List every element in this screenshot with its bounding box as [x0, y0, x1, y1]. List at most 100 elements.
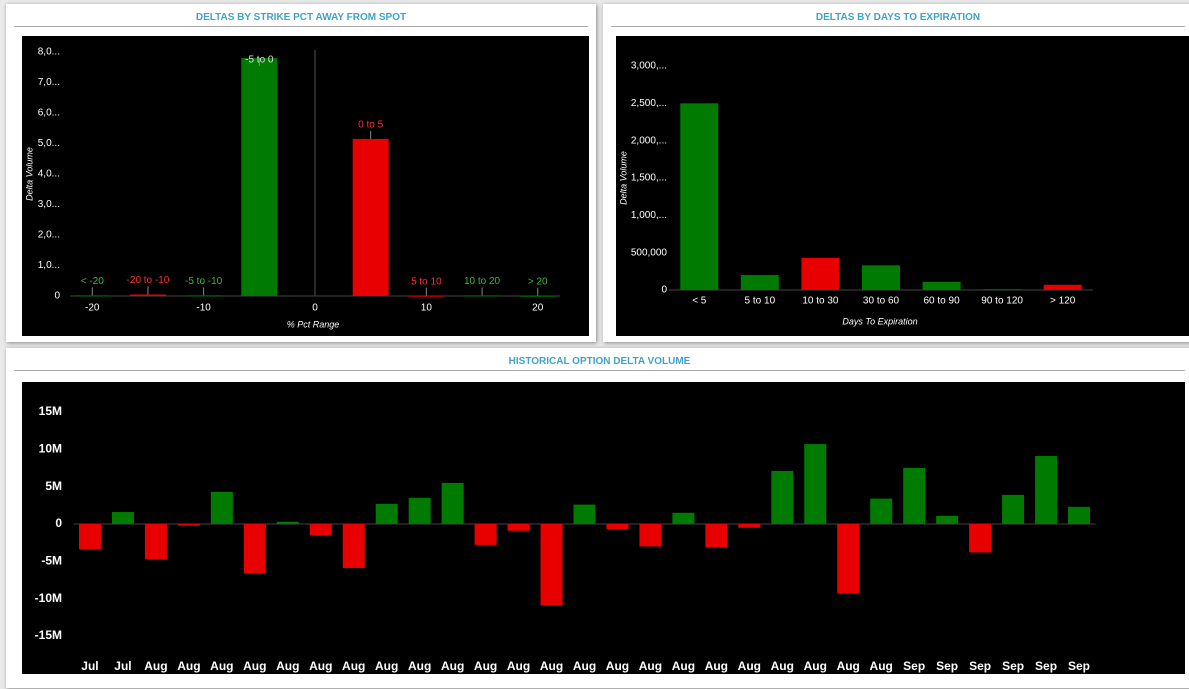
- bar: [771, 470, 794, 524]
- x-tick-label: 10 to 30: [802, 296, 839, 307]
- x-tick-label: 10: [421, 303, 433, 314]
- x-tick-label: Aug 21: [605, 659, 630, 688]
- bar-label: -20 to -10: [127, 275, 170, 286]
- panel-title: DELTAS BY DAYS TO EXPIRATION: [815, 12, 981, 23]
- x-tick-label: Aug 16: [506, 659, 531, 688]
- x-tick-label: 0: [312, 303, 318, 314]
- y-tick-label: 1,500,...: [631, 173, 667, 184]
- bar-label: 5 to 10: [411, 276, 442, 287]
- bar: [738, 524, 761, 528]
- x-tick-label: Sep 05: [936, 659, 959, 688]
- x-tick-label: Aug 04: [243, 659, 267, 688]
- y-tick-label: 8,0...: [38, 47, 60, 58]
- bar-label: -5 to -10: [185, 276, 223, 287]
- bar: [441, 482, 464, 524]
- bar: [375, 503, 398, 524]
- bar: [111, 512, 134, 524]
- rule: [611, 26, 1185, 27]
- y-tick-label: -5M: [41, 554, 62, 568]
- plot-bg: [22, 382, 1185, 674]
- bar: [1035, 456, 1058, 524]
- x-tick-label: Sep 01: [903, 659, 926, 688]
- bar: [936, 515, 959, 524]
- x-tick-label: Jul 31: [114, 659, 132, 688]
- bar: [540, 524, 563, 606]
- bar: [352, 138, 389, 296]
- x-tick-label: Aug 18: [572, 659, 597, 688]
- bar: [862, 265, 900, 290]
- bar: [210, 491, 233, 524]
- x-axis-label: Days To Expiration: [842, 316, 917, 326]
- x-tick-label: Aug 01: [144, 659, 168, 688]
- bar: [837, 524, 860, 594]
- bar: [129, 294, 166, 296]
- x-tick-label: Aug 22: [638, 659, 663, 688]
- bar-label: > 20: [528, 276, 548, 287]
- y-tick-label: 5,0...: [38, 138, 60, 149]
- bar: [1068, 506, 1091, 524]
- y-tick-label: 2,0...: [38, 230, 60, 241]
- x-tick-label: -10: [196, 303, 211, 314]
- x-tick-label: > 120: [1050, 296, 1076, 307]
- x-tick-label: Aug 23: [671, 659, 696, 688]
- bar: [922, 281, 961, 290]
- y-axis-label: Delta Volume: [24, 147, 34, 201]
- x-tick-label: Aug 15: [473, 659, 498, 688]
- rule: [14, 26, 588, 27]
- x-tick-label: Aug 17: [539, 659, 564, 688]
- y-tick-label: 6,0...: [38, 108, 60, 119]
- x-tick-label: Aug 30: [836, 659, 860, 688]
- x-tick-label: -20: [85, 303, 100, 314]
- y-tick-label: 500,000: [631, 247, 668, 258]
- y-tick-label: 0: [661, 285, 667, 296]
- bar: [464, 295, 501, 297]
- x-tick-label: Sep 07: [1002, 659, 1025, 688]
- y-tick-label: 0: [55, 516, 62, 530]
- panel-title: DELTAS BY STRIKE PCT AWAY FROM SPOT: [195, 12, 407, 23]
- bar: [144, 524, 167, 560]
- bar: [276, 521, 299, 524]
- y-tick-label: 2,000,...: [631, 135, 667, 146]
- y-tick-label: 2,500,...: [631, 98, 667, 109]
- bar: [983, 289, 1022, 291]
- x-tick-label: Sep 06: [969, 659, 992, 688]
- bar: [740, 275, 779, 290]
- bar-label: < -20: [81, 276, 105, 287]
- x-tick-label: 60 to 90: [923, 296, 960, 307]
- bar-label: 10 to 20: [464, 276, 501, 287]
- y-tick-label: 0: [54, 291, 60, 302]
- x-tick-label: Aug 28: [770, 659, 794, 688]
- plot-bg: [22, 36, 589, 336]
- x-tick-label: 90 to 120: [981, 296, 1023, 307]
- y-tick-label: 7,0...: [38, 77, 60, 88]
- y-tick-label: 1,000,...: [631, 210, 667, 221]
- x-tick-label: Aug 02: [177, 659, 201, 688]
- y-tick-label: -15M: [35, 628, 62, 642]
- bar: [672, 512, 695, 524]
- x-tick-label: Aug 07: [276, 659, 300, 688]
- bar: [606, 524, 629, 530]
- bar: [1002, 494, 1025, 524]
- bar: [705, 524, 728, 548]
- bar: [474, 524, 497, 545]
- bar: [1043, 284, 1082, 290]
- bar-label: -5 to 0: [245, 55, 274, 66]
- x-tick-label: Aug 31: [869, 659, 893, 688]
- bar: [78, 524, 101, 550]
- x-tick-label: 20: [532, 303, 544, 314]
- bar: [177, 524, 200, 526]
- bar: [342, 524, 365, 569]
- bar: [969, 524, 992, 553]
- y-tick-label: 3,000,...: [631, 61, 667, 72]
- bar: [639, 524, 662, 547]
- x-tick-label: Aug 14: [440, 659, 465, 688]
- x-tick-label: Aug 03: [210, 659, 234, 688]
- x-tick-label: < 5: [692, 296, 707, 307]
- x-tick-label: 5 to 10: [745, 296, 776, 307]
- y-tick-label: 15M: [39, 404, 62, 418]
- bar: [507, 524, 530, 531]
- x-tick-label: Aug 10: [375, 659, 399, 688]
- bar-label: 0 to 5: [358, 120, 383, 131]
- x-tick-label: Sep 11: [1068, 659, 1091, 688]
